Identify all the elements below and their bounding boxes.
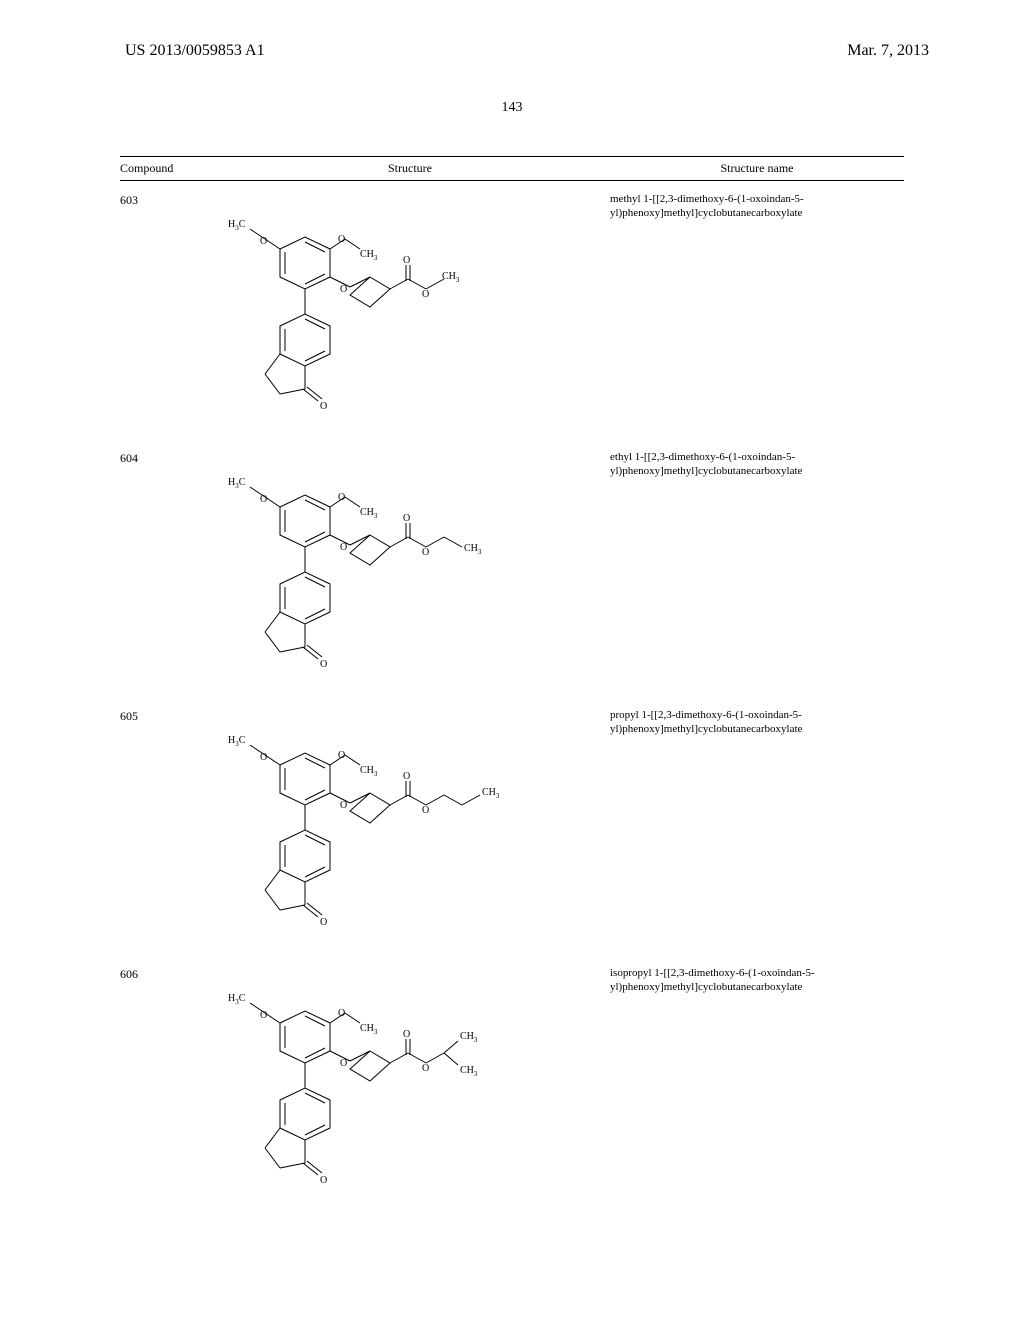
compound-table: Compound Structure Structure name 603 — [120, 156, 904, 1213]
svg-text:H3C: H3C — [228, 219, 246, 232]
col-header-compound: Compound — [120, 161, 210, 176]
svg-text:O: O — [403, 771, 410, 782]
table-row: 605 — [120, 697, 904, 955]
table-row: 606 — [120, 955, 904, 1213]
table-row: 604 — [120, 439, 904, 697]
svg-text:CH3: CH3 — [360, 249, 378, 262]
compound-id: 605 — [120, 705, 210, 724]
svg-text:O: O — [338, 234, 345, 245]
svg-text:O: O — [320, 1175, 327, 1186]
svg-text:CH3: CH3 — [482, 787, 500, 800]
svg-text:O: O — [320, 659, 327, 670]
structure-cell: H3C O O CH3 O O O CH3 CH3 O — [210, 963, 610, 1213]
svg-text:CH3: CH3 — [360, 765, 378, 778]
structure-name: isopropyl 1-[[2,3-dimethoxy-6-(1-oxoinda… — [610, 963, 904, 995]
svg-text:CH3: CH3 — [460, 1031, 478, 1044]
svg-text:CH3: CH3 — [460, 1065, 478, 1078]
page-number: 143 — [0, 100, 1024, 116]
structure-cell: H3C O O CH3 O O O CH3 O — [210, 705, 610, 955]
page-header: US 2013/0059853 A1 Mar. 7, 2013 — [0, 0, 1024, 60]
svg-text:O: O — [260, 236, 267, 247]
publication-number: US 2013/0059853 A1 — [125, 42, 265, 60]
svg-text:O: O — [260, 752, 267, 763]
svg-text:H3C: H3C — [228, 477, 246, 490]
svg-text:O: O — [260, 1010, 267, 1021]
structure-name: ethyl 1-[[2,3-dimethoxy-6-(1-oxoindan-5-… — [610, 447, 904, 479]
structure-svg-606: H3C O O CH3 O O O CH3 CH3 O — [210, 963, 530, 1213]
table-header-row: Compound Structure Structure name — [120, 157, 904, 180]
svg-text:O: O — [338, 750, 345, 761]
svg-text:H3C: H3C — [228, 735, 246, 748]
svg-text:O: O — [422, 1063, 429, 1074]
svg-text:CH3: CH3 — [360, 507, 378, 520]
svg-text:O: O — [340, 800, 347, 811]
table-row: 603 — [120, 181, 904, 439]
structure-cell: H3C O O CH3 O O O CH3 O — [210, 447, 610, 697]
publication-date: Mar. 7, 2013 — [847, 42, 929, 60]
svg-text:O: O — [422, 289, 429, 300]
structure-name: propyl 1-[[2,3-dimethoxy-6-(1-oxoindan-5… — [610, 705, 904, 737]
structure-svg-604: H3C O O CH3 O O O CH3 O — [210, 447, 530, 697]
structure-svg-605: H3C O O CH3 O O O CH3 O — [210, 705, 550, 955]
svg-text:O: O — [403, 513, 410, 524]
compound-id: 604 — [120, 447, 210, 466]
svg-text:O: O — [338, 1008, 345, 1019]
compound-id: 603 — [120, 189, 210, 208]
col-header-name: Structure name — [610, 161, 904, 176]
svg-text:O: O — [320, 401, 327, 412]
svg-text:O: O — [338, 492, 345, 503]
compound-id: 606 — [120, 963, 210, 982]
svg-text:H3C: H3C — [228, 993, 246, 1006]
svg-text:O: O — [260, 494, 267, 505]
svg-text:O: O — [340, 542, 347, 553]
svg-text:CH3: CH3 — [442, 271, 460, 284]
structure-name: methyl 1-[[2,3-dimethoxy-6-(1-oxoindan-5… — [610, 189, 904, 221]
svg-text:O: O — [320, 917, 327, 928]
svg-text:CH3: CH3 — [464, 543, 482, 556]
svg-text:O: O — [403, 1029, 410, 1040]
svg-text:O: O — [403, 255, 410, 266]
structure-svg-603: H3C O O CH3 O O O CH3 O — [210, 189, 510, 439]
col-header-structure: Structure — [210, 161, 610, 176]
svg-text:O: O — [422, 805, 429, 816]
structure-cell: H3C O O CH3 O O O CH3 O — [210, 189, 610, 439]
svg-text:O: O — [422, 547, 429, 558]
svg-text:O: O — [340, 284, 347, 295]
svg-text:CH3: CH3 — [360, 1023, 378, 1036]
svg-text:O: O — [340, 1058, 347, 1069]
